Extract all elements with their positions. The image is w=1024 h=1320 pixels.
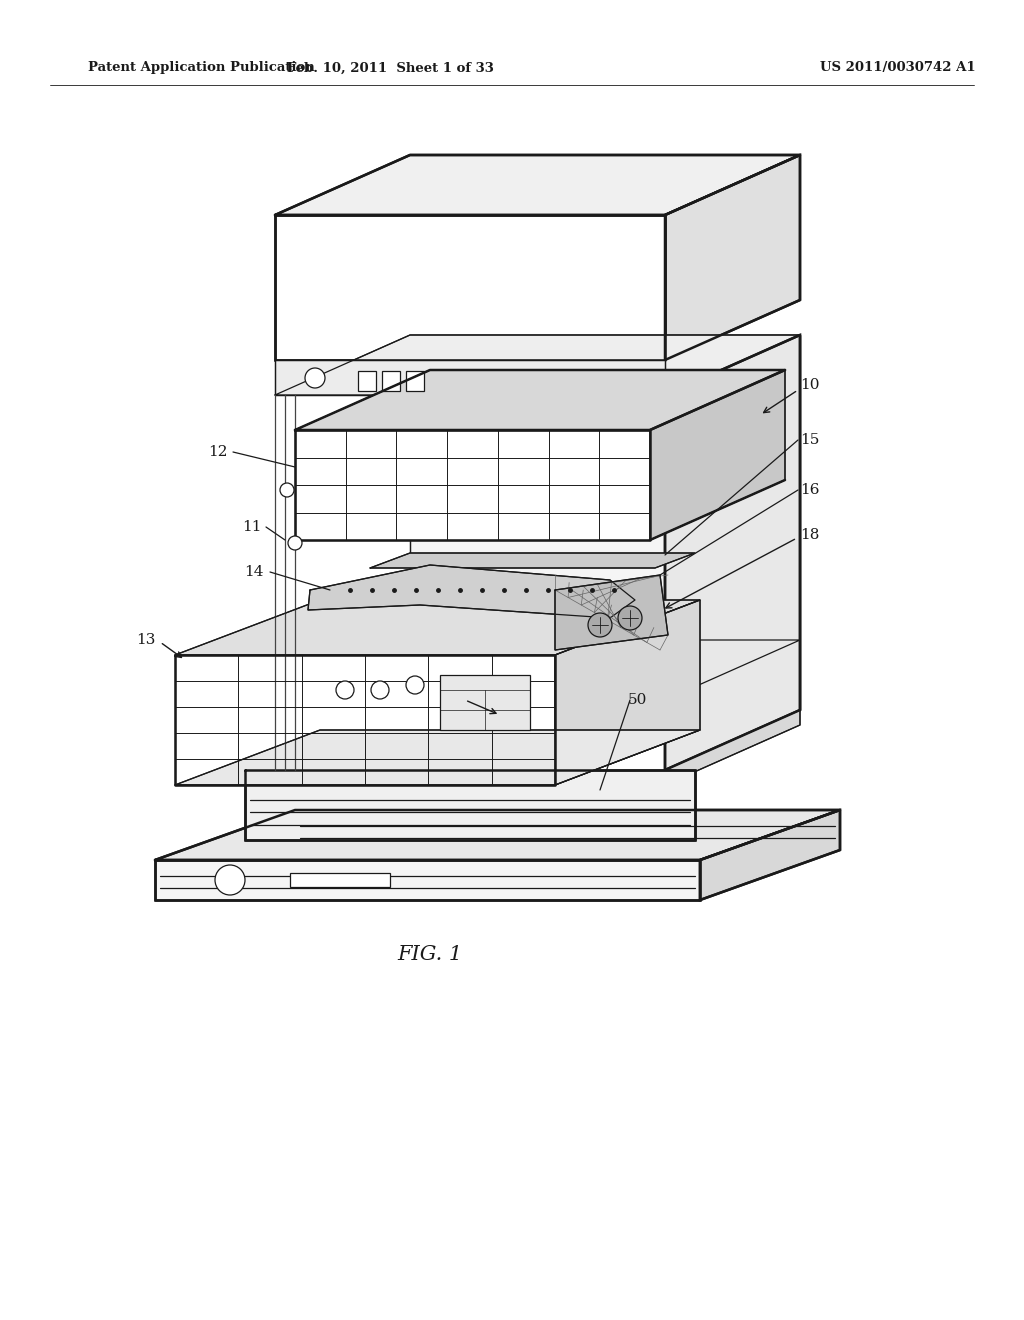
Polygon shape (155, 810, 840, 861)
Text: Feb. 10, 2011  Sheet 1 of 33: Feb. 10, 2011 Sheet 1 of 33 (287, 62, 494, 74)
Polygon shape (370, 553, 695, 568)
Circle shape (618, 606, 642, 630)
Polygon shape (275, 640, 800, 700)
Polygon shape (665, 710, 800, 785)
Circle shape (288, 536, 302, 550)
Text: 11: 11 (243, 520, 262, 535)
Polygon shape (665, 335, 800, 770)
Bar (382, 371, 400, 391)
Text: 13: 13 (135, 634, 155, 647)
Polygon shape (275, 360, 665, 395)
Text: 50: 50 (628, 693, 647, 708)
Text: US 2011/0030742 A1: US 2011/0030742 A1 (820, 62, 976, 74)
Bar (406, 371, 424, 391)
Polygon shape (410, 335, 800, 710)
Polygon shape (175, 601, 700, 655)
Circle shape (588, 612, 612, 638)
Polygon shape (295, 370, 785, 430)
Polygon shape (275, 215, 665, 360)
Text: FIG. 1: FIG. 1 (397, 945, 463, 964)
Text: 18: 18 (800, 528, 819, 543)
Bar (358, 371, 376, 391)
Circle shape (280, 483, 294, 498)
Text: 12: 12 (209, 445, 228, 459)
Polygon shape (245, 770, 695, 840)
Text: 14: 14 (245, 565, 264, 579)
Bar (440, 675, 530, 730)
Polygon shape (175, 655, 555, 785)
Polygon shape (555, 576, 668, 649)
Circle shape (406, 676, 424, 694)
Polygon shape (555, 601, 700, 785)
Polygon shape (275, 335, 800, 395)
Polygon shape (700, 810, 840, 900)
Polygon shape (295, 430, 650, 540)
Text: 16: 16 (800, 483, 819, 498)
Circle shape (215, 865, 245, 895)
Circle shape (305, 368, 325, 388)
Polygon shape (155, 861, 700, 900)
Bar (290, 873, 390, 887)
Polygon shape (650, 370, 785, 540)
Polygon shape (175, 730, 700, 785)
Circle shape (371, 681, 389, 700)
Polygon shape (665, 154, 800, 360)
Text: 15: 15 (800, 433, 819, 447)
Text: Patent Application Publication: Patent Application Publication (88, 62, 314, 74)
Polygon shape (275, 154, 800, 215)
Text: 10: 10 (800, 378, 819, 392)
Polygon shape (308, 565, 635, 618)
Circle shape (336, 681, 354, 700)
